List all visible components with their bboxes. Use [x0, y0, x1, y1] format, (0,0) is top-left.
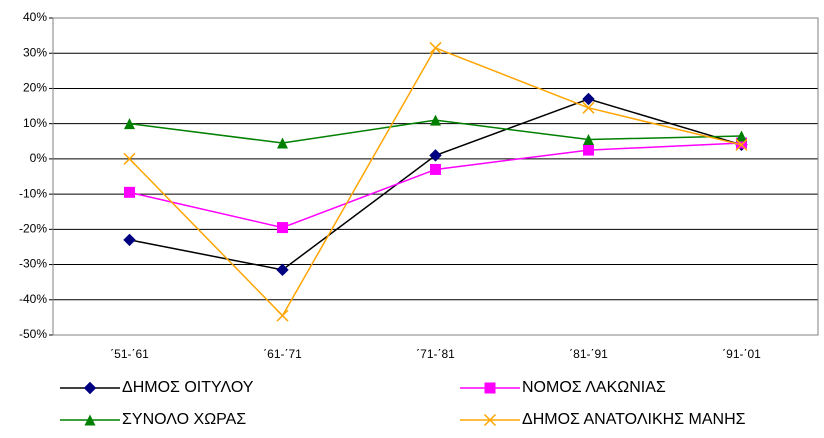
marker — [123, 233, 136, 247]
y-tick-label: 40% — [23, 10, 47, 24]
x-tick-label: ΄71-΄81 — [416, 347, 455, 361]
marker — [430, 163, 441, 175]
marker — [430, 114, 441, 126]
marker — [276, 309, 289, 322]
x-tick-label: ΄81-΄91 — [569, 347, 608, 361]
y-tick-label: 0% — [30, 151, 48, 165]
marker — [84, 414, 96, 426]
marker — [484, 382, 496, 394]
marker — [83, 381, 97, 395]
marker — [582, 101, 595, 114]
legend-label: ΔΗΜΟΣ ΟΙΤΥΛΟΥ — [122, 379, 254, 396]
marker — [429, 41, 442, 54]
marker — [736, 130, 747, 142]
y-tick-label: -50% — [19, 327, 47, 341]
x-tick-label: ΄51-΄61 — [110, 347, 149, 361]
y-tick-label: -30% — [19, 257, 47, 271]
plot-frame — [52, 17, 819, 336]
x-tick-label: ΄61-΄71 — [263, 347, 302, 361]
y-tick-label: -20% — [19, 222, 47, 236]
x-tick-label: ΄91-΄01 — [722, 347, 761, 361]
marker — [582, 92, 595, 106]
legend-label: ΔΗΜΟΣ ΑΝΑΤΟΛΙΚΗΣ ΜΑΝΗΣ — [522, 411, 746, 428]
marker — [583, 144, 594, 156]
legend-label: ΝΟΜΟΣ ΛΑΚΩΝΙΑΣ — [522, 379, 666, 396]
y-tick-label: -10% — [19, 186, 47, 200]
marker — [736, 137, 747, 149]
marker — [123, 152, 136, 165]
y-tick-label: 10% — [23, 116, 47, 130]
marker — [276, 263, 289, 277]
marker — [483, 413, 497, 427]
marker — [583, 134, 594, 146]
marker — [124, 118, 135, 130]
marker — [429, 149, 442, 162]
marker — [735, 138, 748, 151]
y-tick-label: 20% — [23, 81, 47, 95]
marker — [124, 186, 135, 198]
y-tick-label: -40% — [19, 292, 47, 306]
legend-label: ΣΥΝΟΛΟ ΧΩΡΑΣ — [122, 411, 246, 428]
y-tick-label: 30% — [23, 45, 47, 59]
marker — [277, 222, 288, 234]
marker — [277, 137, 288, 149]
